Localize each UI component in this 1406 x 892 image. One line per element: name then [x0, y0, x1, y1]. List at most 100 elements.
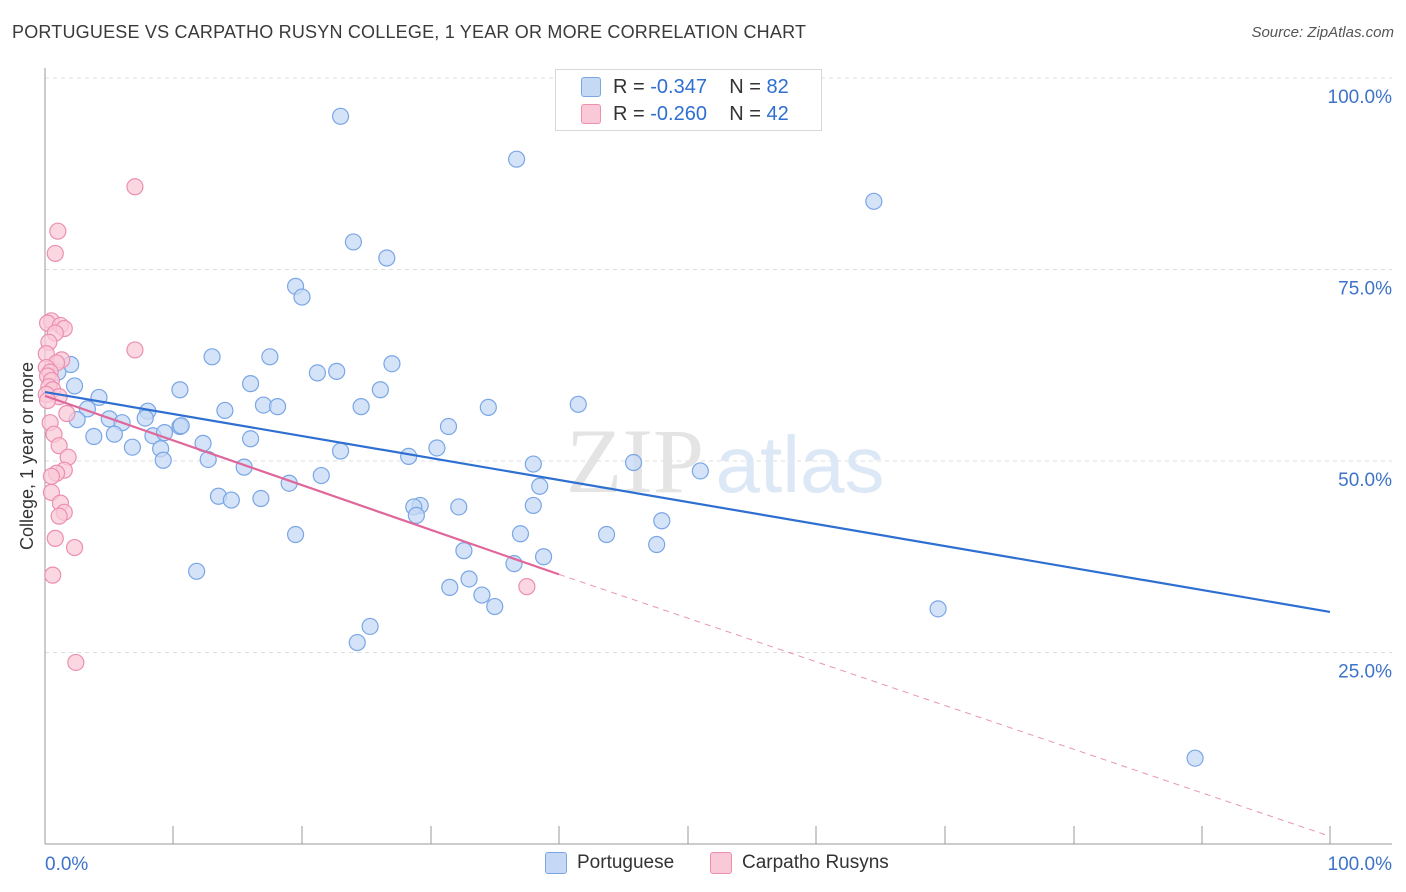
rusyn-point: [126, 341, 144, 359]
portuguese-point: [85, 427, 103, 446]
legend-swatch-portuguese: [545, 852, 567, 874]
rusyn-point: [38, 391, 57, 410]
chart-title: PORTUGUESE VS CARPATHO RUSYN COLLEGE, 1 …: [12, 22, 807, 42]
portuguese-trend-line: [44, 390, 1331, 613]
y-tick-label: 100.0%: [1328, 87, 1393, 108]
legend-label-portuguese: Portuguese: [577, 852, 675, 873]
axes: [44, 68, 1392, 845]
y-tick-label: 75.0%: [1338, 279, 1392, 300]
portuguese-point: [242, 430, 260, 448]
portuguese-point: [242, 375, 260, 393]
portuguese-point: [865, 192, 883, 210]
trend-lines: [44, 390, 1331, 837]
rusyn-points: [37, 178, 536, 672]
portuguese-point: [136, 409, 154, 427]
rusyn-point: [126, 178, 144, 196]
portuguese-point: [1186, 749, 1204, 767]
portuguese-point: [154, 451, 172, 469]
portuguese-point: [486, 597, 504, 616]
watermark: ZIP atlas: [566, 410, 884, 512]
rusyn-point: [49, 222, 67, 240]
portuguese-point: [929, 600, 947, 618]
portuguese-point: [524, 455, 542, 473]
y-tick-label: 25.0%: [1338, 662, 1392, 683]
rusyn-trend-line: [44, 394, 560, 576]
legend-n-value: 42: [766, 102, 789, 125]
portuguese-point: [691, 462, 709, 480]
portuguese-point: [597, 525, 616, 544]
legend-swatch-rusyn: [710, 852, 732, 874]
portuguese-point: [441, 578, 459, 596]
portuguese-point: [261, 348, 279, 366]
legend-item-rusyn: Carpatho Rusyns: [710, 852, 889, 874]
legend-row-rusyn: R = -0.260 N = 42: [581, 102, 789, 126]
watermark-atlas: atlas: [716, 420, 885, 509]
portuguese-point: [348, 633, 366, 652]
portuguese-point: [450, 498, 468, 516]
portuguese-point: [65, 377, 84, 395]
portuguese-point: [473, 586, 491, 604]
portuguese-point: [172, 417, 190, 435]
portuguese-point: [293, 288, 311, 306]
legend-r-value: -0.347: [650, 75, 707, 98]
portuguese-point: [254, 396, 273, 414]
portuguese-point: [511, 525, 530, 543]
portuguese-point: [222, 491, 240, 509]
legend-label-rusyn: Carpatho Rusyns: [742, 852, 889, 873]
y-axis-label: College, 1 year or more: [17, 362, 37, 550]
x-tick-label: 0.0%: [45, 854, 88, 875]
rusyn-point: [50, 507, 68, 525]
tick-labels: 100.0% 75.0% 50.0% 25.0% 0.0% 100.0%: [45, 87, 1392, 875]
legend-n-label: N =: [729, 75, 761, 98]
portuguese-point: [286, 525, 305, 544]
portuguese-point: [328, 362, 346, 380]
portuguese-point: [216, 401, 234, 420]
portuguese-point: [531, 477, 549, 495]
legend-swatch-rusyn: [581, 104, 601, 124]
portuguese-point: [188, 562, 206, 580]
portuguese-point: [648, 535, 666, 554]
portuguese-point: [361, 617, 379, 636]
rusyn-point: [46, 244, 64, 263]
x-tick-label: 100.0%: [1328, 854, 1393, 875]
portuguese-point: [344, 233, 362, 251]
portuguese-point: [624, 453, 643, 472]
rusyn-trend-extension: [558, 573, 1331, 837]
portuguese-point: [479, 398, 497, 416]
portuguese-point: [524, 496, 542, 515]
rusyn-point: [42, 467, 61, 485]
rusyn-point: [518, 578, 536, 596]
portuguese-point: [171, 381, 189, 399]
portuguese-point: [653, 512, 671, 530]
portuguese-point: [534, 548, 553, 566]
portuguese-point: [123, 438, 141, 456]
portuguese-point: [455, 542, 473, 560]
portuguese-point: [203, 348, 221, 366]
portuguese-point: [352, 398, 370, 416]
legend-n-value: 82: [766, 75, 789, 98]
legend-n-label: N =: [729, 102, 761, 125]
legend-swatch-portuguese: [581, 77, 601, 97]
portuguese-point: [383, 355, 401, 373]
portuguese-point: [268, 398, 287, 416]
portuguese-point: [371, 381, 389, 399]
portuguese-point: [407, 506, 425, 524]
legend-r-label: R =: [613, 102, 645, 125]
legend-r-label: R =: [613, 75, 645, 98]
portuguese-point: [331, 107, 350, 125]
rusyn-point: [65, 538, 84, 557]
portuguese-point: [507, 150, 526, 168]
portuguese-point: [308, 364, 327, 382]
portuguese-point: [331, 442, 350, 460]
portuguese-point: [460, 570, 478, 588]
rusyn-point: [67, 653, 85, 672]
rusyn-point: [46, 529, 64, 547]
rusyn-point: [50, 437, 68, 455]
portuguese-point: [428, 439, 446, 457]
rusyn-point: [58, 404, 76, 423]
chart-source: Source: ZipAtlas.com: [1251, 24, 1394, 41]
portuguese-point: [105, 425, 123, 443]
legend-r-value: -0.260: [650, 102, 707, 125]
y-tick-label: 50.0%: [1338, 470, 1392, 491]
